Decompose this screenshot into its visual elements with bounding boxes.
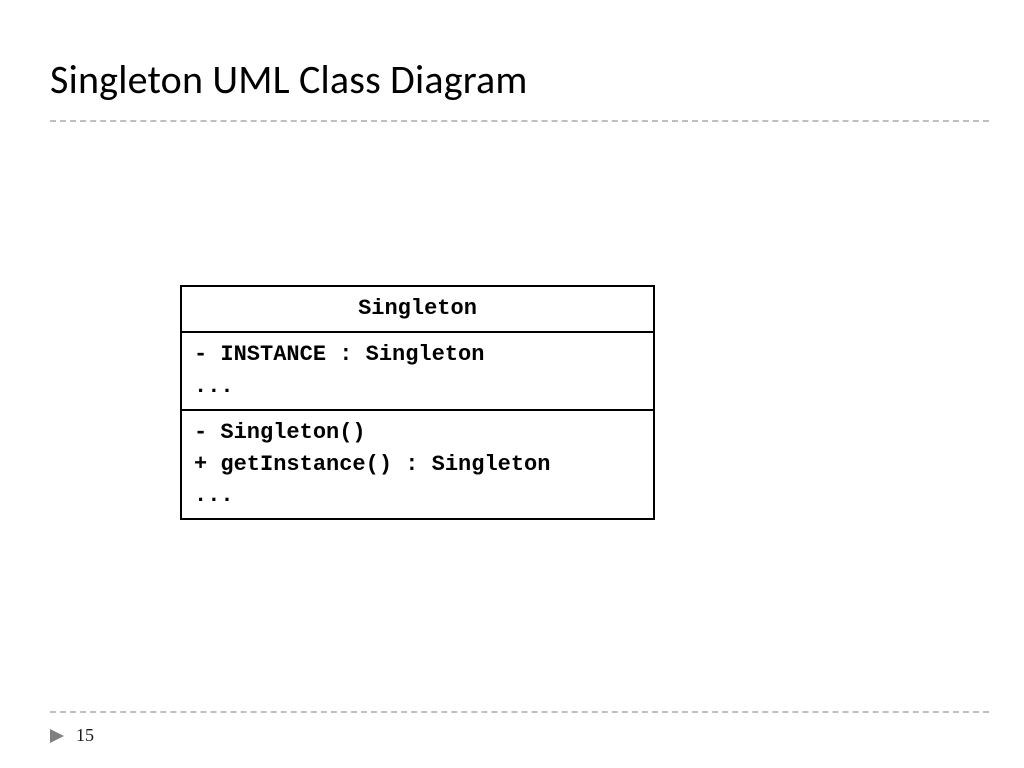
uml-attribute-row: - INSTANCE : Singleton <box>194 339 641 371</box>
slide-title: Singleton UML Class Diagram <box>50 55 528 104</box>
divider-bottom <box>50 711 989 713</box>
uml-operation-row: ... <box>194 480 641 512</box>
uml-class-name: Singleton <box>180 285 655 331</box>
slide-container: Singleton UML Class Diagram Singleton - … <box>0 0 1024 768</box>
uml-class-box: Singleton - INSTANCE : Singleton ... - S… <box>180 285 655 520</box>
page-number: 15 <box>76 725 94 746</box>
uml-operation-row: + getInstance() : Singleton <box>194 449 641 481</box>
uml-operations-compartment: - Singleton() + getInstance() : Singleto… <box>180 409 655 521</box>
uml-attributes-compartment: - INSTANCE : Singleton ... <box>180 331 655 409</box>
play-triangle-icon <box>50 729 64 743</box>
uml-operation-row: - Singleton() <box>194 417 641 449</box>
slide-footer: 15 <box>50 725 94 746</box>
divider-top <box>50 120 989 122</box>
uml-attribute-row: ... <box>194 371 641 403</box>
